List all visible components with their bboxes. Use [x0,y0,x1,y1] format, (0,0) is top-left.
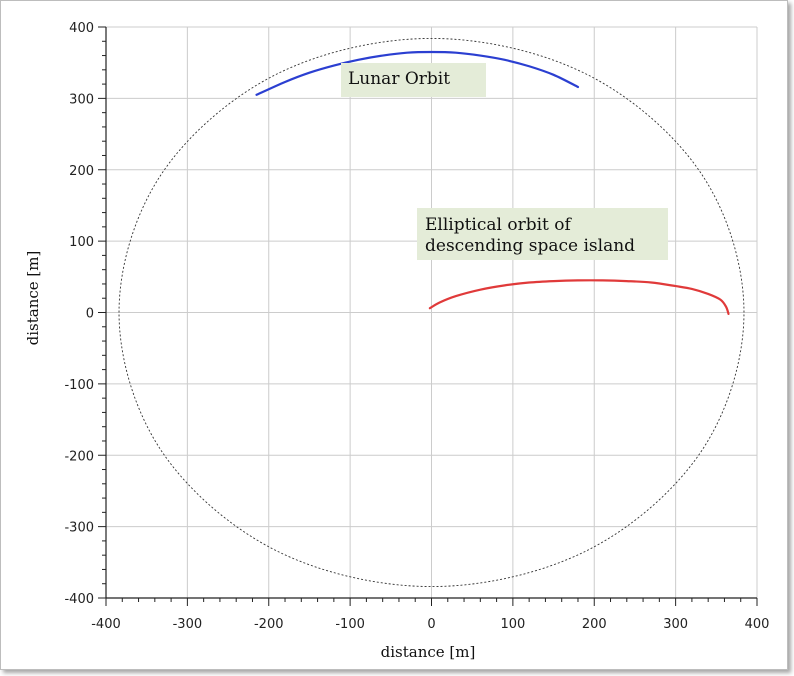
x-tick-label: 100 [500,617,525,632]
x-tick-label: -100 [335,617,365,632]
y-tick-label: 0 [86,307,94,322]
y-tick-label: 400 [69,21,94,36]
series-group [255,50,730,316]
x-axis-title: distance [m] [381,643,476,661]
axes: -400 -300 -200 -100 0 100 200 300 400 -400 -300 -20… [64,21,769,632]
elliptical-orbit-label-box [417,208,668,260]
y-tick-label: -400 [64,592,94,607]
y-axis-title: distance [m] [24,251,42,346]
elliptical-orbit-line [428,279,730,316]
elliptical-orbit-label-line2: descending space island [425,236,635,256]
lunar-orbit-label: Lunar Orbit [348,69,450,89]
reference-circle [118,37,745,588]
y-tick-label: 200 [69,164,94,179]
x-tick-label: 400 [745,617,770,632]
lunar-orbit-line [255,50,580,96]
x-tick-label: -300 [173,617,203,632]
y-tick-label: -200 [64,449,94,464]
y-tick-label: 300 [69,92,94,107]
y-tick-label: -300 [64,521,94,536]
reference-circle-line [118,37,745,588]
elliptical-orbit-label-line1: Elliptical orbit of [425,215,573,235]
lunar-orbit-label-box [341,63,486,97]
annotations: Lunar Orbit Elliptical orbit of descendi… [341,63,668,260]
x-tick-label: 300 [663,617,688,632]
y-tick-label: 100 [69,235,94,250]
y-tick-label: -100 [64,378,94,393]
x-tick-label: 200 [582,617,607,632]
grid [105,26,758,599]
x-tick-label: -400 [91,617,121,632]
x-tick-label: -200 [254,617,284,632]
x-tick-label: 0 [427,617,435,632]
